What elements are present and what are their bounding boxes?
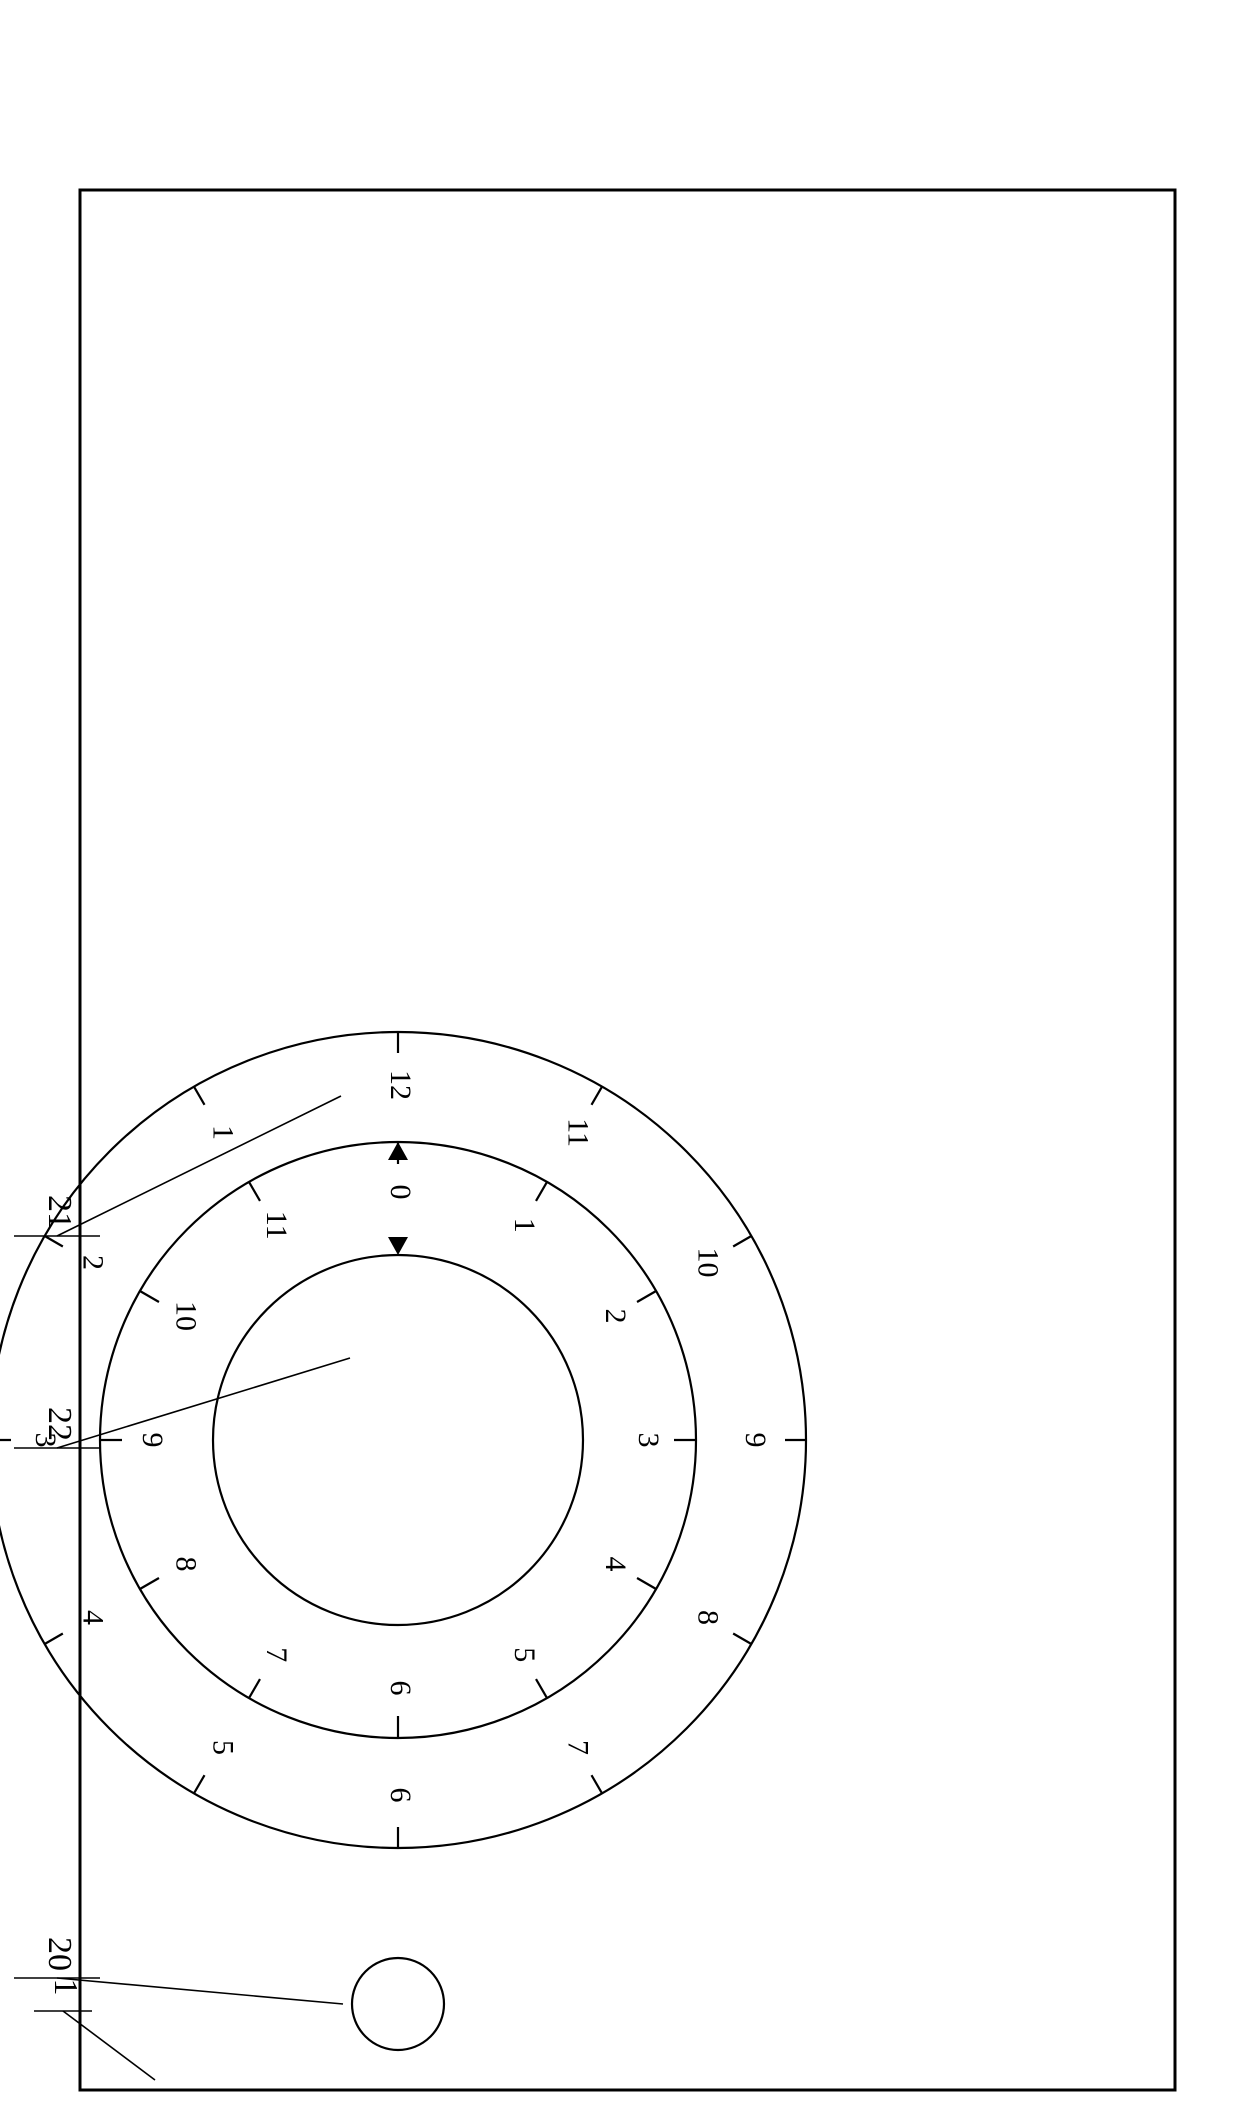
outer-ring-label: 7 xyxy=(562,1740,595,1755)
callout-leader xyxy=(57,1358,350,1448)
outer-ring-tick xyxy=(733,1634,751,1645)
outer-ring-label: 10 xyxy=(692,1248,725,1278)
diagram-svg: 121234567891011012345678910111202122 xyxy=(0,0,1240,2113)
inner-ring-label: 11 xyxy=(260,1211,293,1240)
callout-leader xyxy=(63,2011,155,2080)
inner-ring-tick xyxy=(536,1679,547,1698)
stage: 121234567891011012345678910111202122 xyxy=(0,0,1240,2113)
dial-inner-circle xyxy=(213,1255,583,1625)
inner-ring-tick xyxy=(249,1182,260,1201)
inner-ring-label: 6 xyxy=(384,1681,417,1696)
inner-ring-label: 8 xyxy=(169,1557,202,1572)
outer-ring-tick xyxy=(194,1087,205,1105)
callout-label: 1 xyxy=(47,1979,84,1996)
callout-leader xyxy=(57,1096,341,1236)
inner-ring-tick xyxy=(637,1291,656,1302)
callout-label: 22 xyxy=(41,1407,78,1441)
outer-ring-label: 2 xyxy=(77,1255,110,1270)
outer-ring-tick xyxy=(592,1087,603,1105)
outer-ring-label: 1 xyxy=(207,1125,240,1140)
inner-ring-label: 9 xyxy=(136,1433,169,1448)
inner-ring-label: 10 xyxy=(169,1301,202,1331)
outer-ring-label: 9 xyxy=(739,1433,772,1448)
inner-ring-label: 7 xyxy=(260,1647,293,1662)
inner-ring-tick xyxy=(140,1578,159,1589)
outer-ring-label: 4 xyxy=(77,1610,110,1625)
outer-ring-label: 8 xyxy=(692,1610,725,1625)
callout-label: 21 xyxy=(41,1195,78,1229)
inner-index-arrow xyxy=(388,1237,408,1255)
callout-label: 20 xyxy=(41,1937,78,1971)
hole-circle xyxy=(352,1958,444,2050)
inner-ring-label: 4 xyxy=(599,1557,632,1572)
outer-ring-label: 6 xyxy=(384,1788,417,1803)
outer-ring-tick xyxy=(45,1236,63,1247)
inner-ring-label: 5 xyxy=(508,1647,541,1662)
inner-ring-tick xyxy=(140,1291,159,1302)
inner-ring-tick xyxy=(536,1182,547,1201)
outer-ring-label: 12 xyxy=(384,1070,417,1100)
outer-ring-label: 5 xyxy=(207,1740,240,1755)
outer-ring-tick xyxy=(194,1775,205,1793)
outer-index-arrow xyxy=(388,1142,408,1160)
inner-ring-tick xyxy=(249,1679,260,1698)
callout-leader xyxy=(57,1978,343,2004)
outer-ring-tick xyxy=(592,1775,603,1793)
inner-ring-label: 3 xyxy=(632,1433,665,1448)
inner-ring-tick xyxy=(637,1578,656,1589)
inner-ring-label: 0 xyxy=(384,1185,417,1200)
dial-mid-circle xyxy=(100,1142,696,1738)
outer-ring-tick xyxy=(733,1236,751,1247)
inner-ring-label: 2 xyxy=(599,1309,632,1324)
outer-frame xyxy=(80,190,1175,2090)
inner-ring-label: 1 xyxy=(508,1218,541,1233)
outer-ring-tick xyxy=(45,1634,63,1645)
outer-ring-label: 11 xyxy=(562,1118,595,1147)
